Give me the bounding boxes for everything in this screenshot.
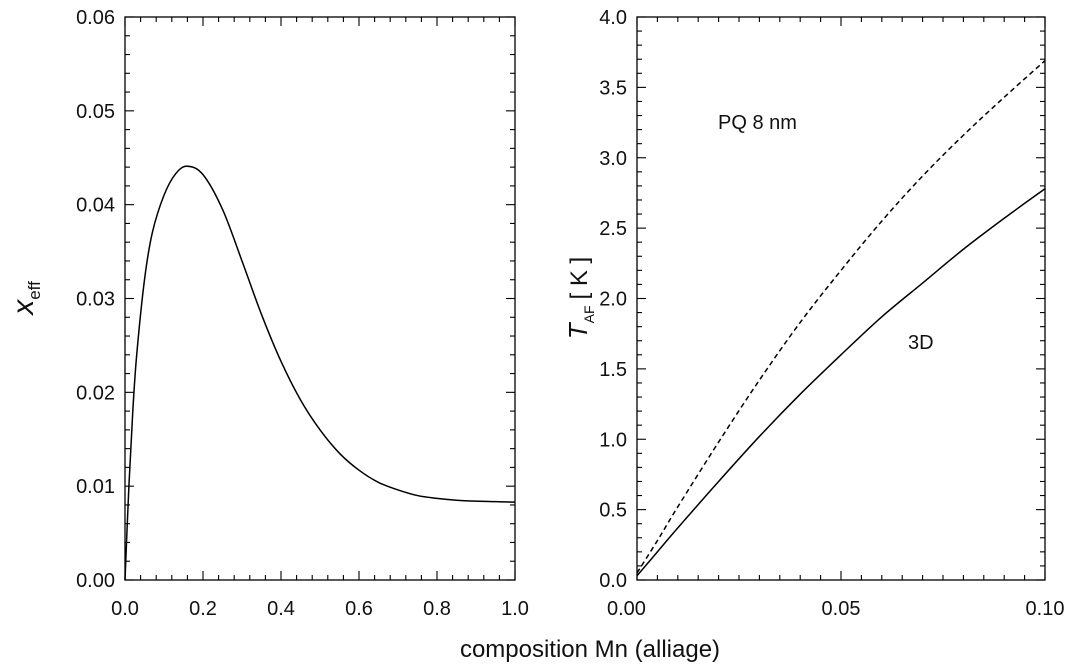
right-series-solid-line — [636, 188, 1046, 577]
left-y-tick-label: 0.03 — [76, 289, 115, 311]
left-x-tick-label: 1.0 — [501, 598, 529, 620]
left-plot-frame — [124, 16, 516, 581]
left-x-tick-label: 0.8 — [423, 598, 451, 620]
left-y-axis-symbol: x — [7, 299, 40, 317]
left-y-tick-label: 0.05 — [76, 101, 115, 123]
right-y-axis-title: TAF [ K ] — [563, 257, 597, 339]
right-tick-labels: 0.00 0.05 0.10 0.0 0.5 1.0 1.5 2.0 2.5 3.0 3.5 4.0 — [599, 7, 1064, 620]
right-y-tick-label: 1.5 — [599, 359, 627, 381]
left-y-axis-subscript: eff — [25, 281, 44, 300]
left-y-tick-label: 0.06 — [76, 7, 115, 29]
left-x-tick-label: 0.6 — [345, 598, 373, 620]
left-ticks — [124, 16, 516, 581]
right-y-tick-label: 1.0 — [599, 429, 627, 451]
right-y-axis-symbol: T — [563, 321, 593, 339]
annotation-3d: 3D — [908, 332, 934, 354]
left-x-tick-label: 0.4 — [267, 598, 295, 620]
right-ticks — [636, 16, 1046, 581]
right-plot-frame — [636, 16, 1046, 581]
right-y-tick-label: 0.5 — [599, 500, 627, 522]
right-y-axis-subscript: AF — [581, 305, 597, 323]
right-x-tick-label: 0.05 — [822, 598, 861, 620]
right-y-tick-label: 2.0 — [599, 289, 627, 311]
right-x-tick-label: 0.00 — [607, 598, 646, 620]
left-y-tick-label: 0.02 — [76, 382, 115, 404]
left-y-axis-title: xeff — [7, 281, 44, 317]
left-y-tick-label: 0.00 — [76, 570, 115, 592]
left-x-tick-label: 0.0 — [111, 598, 139, 620]
right-panel: 0.00 0.05 0.100.00.51.01.52.02.53.03.54.0 … — [563, 7, 1064, 620]
annotation-pq-8nm: PQ 8 nm — [718, 112, 797, 134]
left-x-tick-label: 0.2 — [189, 598, 217, 620]
right-y-tick-label: 4.0 — [599, 7, 627, 29]
shared-x-axis-title: composition Mn (alliage) — [460, 636, 720, 663]
right-y-tick-label: 3.0 — [599, 148, 627, 170]
right-y-tick-label: 2.5 — [599, 218, 627, 240]
right-y-tick-label: 3.5 — [599, 77, 627, 99]
left-series-line — [124, 165, 516, 581]
left-y-tick-label: 0.04 — [76, 195, 115, 217]
left-panel: 0.0 0.2 0.4 0.6 0.8 1.0 0.00 0.01 0.02 0.03 0.04 0.… — [7, 7, 529, 620]
right-y-tick-label: 0.0 — [599, 570, 627, 592]
right-series-dashed-line — [636, 60, 1046, 574]
right-x-tick-label: 0.10 — [1026, 598, 1065, 620]
left-tick-labels: 0.0 0.2 0.4 0.6 0.8 1.0 0.00 0.01 0.02 0.03 0.04 0.… — [76, 7, 529, 620]
left-y-tick-label: 0.01 — [76, 476, 115, 498]
right-y-axis-unit: [ K ] — [566, 257, 593, 300]
